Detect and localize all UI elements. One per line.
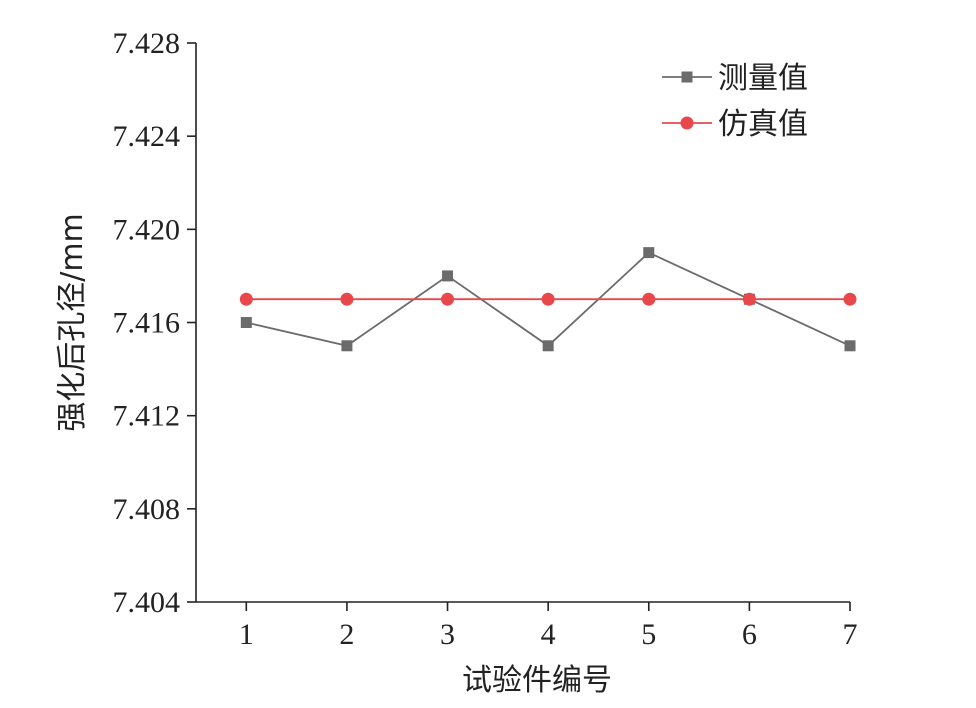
x-axis-title: 试验件编号: [462, 663, 612, 698]
y-tick-label-2: 7.412: [113, 400, 181, 433]
series-1-point-1: [340, 292, 354, 306]
series-1-point-5: [742, 292, 756, 306]
series-0-point-2: [442, 270, 454, 282]
series-1-point-4: [642, 292, 656, 306]
x-tick-label-2: 3: [440, 618, 455, 651]
series-0-point-3: [542, 340, 554, 352]
series-1-point-6: [843, 292, 857, 306]
y-tick-label-5: 7.424: [113, 120, 181, 153]
series-1-point-0: [239, 292, 253, 306]
legend-marker-1: [680, 116, 694, 130]
series-0-point-1: [341, 340, 353, 352]
x-tick-label-4: 5: [641, 618, 656, 651]
y-axis-title: 强化后孔径/mm: [55, 213, 90, 432]
y-tick-label-3: 7.416: [113, 307, 181, 340]
series-1-point-2: [441, 292, 455, 306]
x-tick-label-6: 7: [843, 618, 858, 651]
x-tick-label-3: 4: [541, 618, 556, 651]
series-0-point-6: [844, 340, 856, 352]
y-tick-label-1: 7.408: [113, 493, 181, 526]
axes: 7.404 7.408 7.412 7.416 7.420 7.424 7.428 1 2 3 4 5…: [113, 27, 858, 651]
y-tick-label-0: 7.404: [113, 586, 181, 619]
x-tick-label-1: 2: [339, 618, 354, 651]
x-tick-label-0: 1: [239, 618, 254, 651]
legend-label-0: 测量值: [718, 61, 808, 96]
series-0-point-0: [240, 317, 252, 328]
series-1-point-3: [541, 292, 555, 306]
series-0-point-4: [643, 247, 655, 259]
y-tick-label-4: 7.420: [113, 213, 181, 246]
y-tick-label-6: 7.428: [113, 27, 181, 60]
legend-label-1: 仿真值: [718, 107, 808, 142]
series-layer: [239, 247, 857, 352]
legend-marker-0: [681, 71, 693, 83]
x-tick-label-5: 6: [742, 618, 757, 651]
